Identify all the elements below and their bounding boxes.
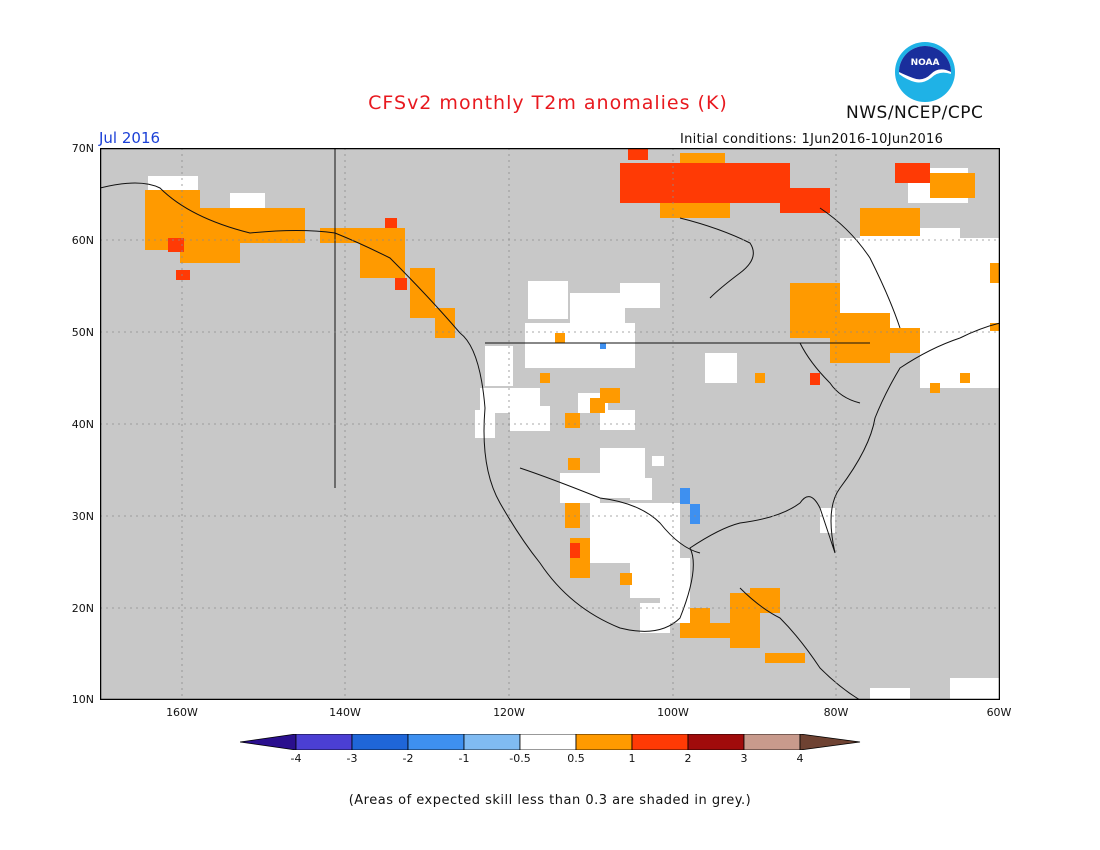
lat-label: 10N: [71, 693, 94, 706]
lon-label: 140W: [329, 706, 361, 719]
skill-footnote: (Areas of expected skill less than 0.3 a…: [348, 793, 752, 808]
noaa-logo: NOAA: [895, 42, 955, 102]
map-frame: [100, 148, 1000, 700]
colorbar-label: -3: [346, 752, 358, 765]
colorbar-label: 0.5: [567, 752, 585, 765]
colorbar-label: -1: [458, 752, 470, 765]
lon-label: 80W: [823, 706, 849, 719]
colorbar: [240, 734, 861, 750]
grid-lines: [100, 148, 1000, 700]
lat-label: 70N: [71, 142, 94, 155]
colorbar-label: -2: [402, 752, 414, 765]
colorbar-swatch: [687, 734, 745, 750]
lat-label: 60N: [71, 234, 94, 247]
agency-label: NWS/NCEP/CPC: [846, 103, 984, 123]
initial-conditions: Initial conditions: 1Jun2016-10Jun2016: [680, 132, 944, 147]
colorbar-label: -0.5: [509, 752, 531, 765]
cold-anomaly-regions: [600, 343, 700, 524]
colorbar-label: 1: [628, 752, 636, 765]
colorbar-swatch: [631, 734, 689, 750]
map-title: CFSv2 monthly T2m anomalies (K): [368, 92, 728, 114]
lon-label: 120W: [493, 706, 525, 719]
lon-label: 100W: [657, 706, 689, 719]
colorbar-swatch: [351, 734, 409, 750]
colorbar-label: 4: [796, 752, 804, 765]
colorbar-label: -4: [290, 752, 302, 765]
colorbar-swatch: [295, 734, 353, 750]
colorbar-swatch: [240, 734, 297, 750]
coastlines: [100, 148, 1000, 700]
colorbar-swatch: [743, 734, 801, 750]
lat-label: 50N: [71, 326, 94, 339]
lat-label: 30N: [71, 510, 94, 523]
lat-label: 20N: [71, 602, 94, 615]
lat-label: 40N: [71, 418, 94, 431]
lon-label: 160W: [166, 706, 198, 719]
anomaly-map: [100, 148, 1000, 700]
colorbar-label: 3: [740, 752, 748, 765]
logo-text: NOAA: [911, 58, 940, 68]
colorbar-swatch: [575, 734, 633, 750]
colorbar-swatch: [463, 734, 521, 750]
lon-label: 60W: [986, 706, 1012, 719]
forecast-month: Jul 2016: [99, 129, 161, 147]
strong-warm-anomaly-regions: [168, 148, 930, 558]
colorbar-label: 2: [684, 752, 692, 765]
colorbar-swatch: [407, 734, 465, 750]
colorbar-swatch: [799, 734, 861, 750]
colorbar-swatch: [519, 734, 577, 750]
